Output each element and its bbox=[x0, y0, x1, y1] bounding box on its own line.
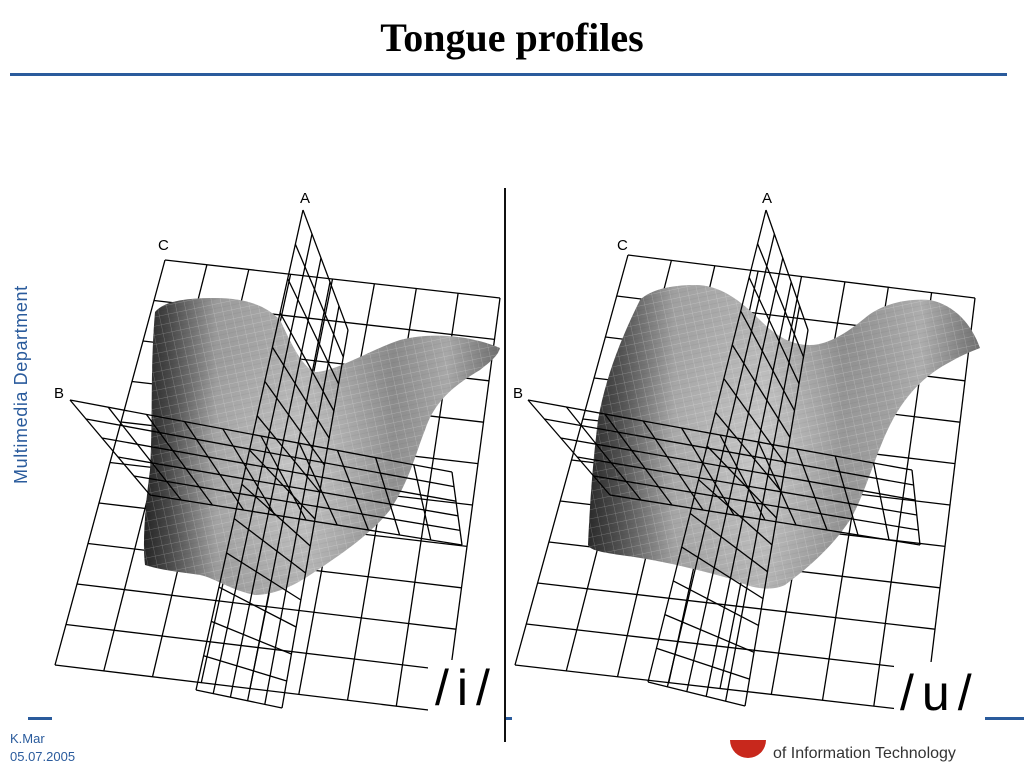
grid-line bbox=[911, 469, 921, 546]
plane-b-label: B bbox=[513, 385, 523, 402]
grid-line bbox=[69, 399, 453, 473]
grid-line bbox=[413, 464, 432, 541]
grid-line bbox=[69, 399, 151, 496]
grid-line bbox=[527, 399, 611, 496]
vowel-label-background bbox=[894, 662, 982, 718]
grid-line bbox=[117, 456, 459, 517]
grid-line bbox=[834, 455, 859, 536]
grid-line bbox=[681, 427, 735, 516]
grid-line bbox=[604, 413, 673, 506]
grid-line bbox=[264, 381, 325, 466]
grid-line bbox=[271, 346, 330, 439]
grid-line bbox=[740, 310, 796, 411]
plane-b-label: B bbox=[54, 385, 64, 402]
grid-line bbox=[719, 434, 766, 521]
grid-line bbox=[681, 546, 764, 600]
grid-line bbox=[872, 462, 890, 541]
grid-line bbox=[374, 457, 401, 536]
plane-c-label: C bbox=[158, 237, 169, 254]
grid-line bbox=[256, 415, 321, 493]
grid-line bbox=[796, 448, 828, 531]
grid-line bbox=[302, 209, 349, 331]
grid-line bbox=[107, 406, 182, 501]
plane-b-grid bbox=[527, 399, 921, 546]
footer-date: 05.07.2005 bbox=[10, 749, 76, 764]
grid-line bbox=[642, 420, 704, 511]
grid-line bbox=[294, 244, 344, 358]
grid-line bbox=[664, 614, 755, 653]
grid-line bbox=[593, 475, 919, 531]
surface-mesh bbox=[143, 298, 500, 595]
plane-a-grid bbox=[195, 209, 349, 709]
grid-line bbox=[537, 582, 936, 630]
department-side-label: Multimedia Department bbox=[11, 285, 31, 485]
footer-author: K.Mar bbox=[10, 731, 45, 746]
institution-name: of Information Technology bbox=[773, 745, 956, 762]
grid-line bbox=[514, 664, 926, 713]
grid-line bbox=[218, 586, 297, 628]
grid-line bbox=[85, 418, 455, 488]
grid-line bbox=[249, 449, 316, 520]
title-underline bbox=[10, 73, 1007, 76]
grid-line bbox=[222, 428, 276, 516]
slide-title: Tongue profiles bbox=[380, 15, 644, 60]
plane-b-grid bbox=[69, 399, 463, 546]
grid-line bbox=[756, 243, 805, 358]
grid-line bbox=[195, 689, 283, 709]
grid-line bbox=[565, 406, 642, 501]
grid-line bbox=[689, 512, 768, 573]
plane-a-grid bbox=[647, 209, 809, 707]
grid-line bbox=[627, 254, 976, 299]
grid-line bbox=[748, 277, 800, 384]
grid-line bbox=[757, 441, 797, 526]
grid-line bbox=[298, 442, 338, 526]
tongue-figure-u: A C B /u/ bbox=[512, 185, 985, 742]
plane-a-label: A bbox=[300, 190, 310, 207]
grid-line bbox=[149, 494, 463, 546]
grid-line bbox=[544, 418, 914, 486]
plane-c-label: C bbox=[617, 237, 628, 254]
grid-line bbox=[184, 421, 245, 511]
vowel-label-u: /u/ bbox=[900, 665, 980, 721]
grid-line bbox=[101, 437, 457, 502]
grid-line bbox=[706, 445, 777, 519]
grid-line bbox=[226, 552, 302, 601]
grid-line bbox=[656, 647, 750, 680]
grid-line bbox=[203, 655, 287, 682]
grid-line bbox=[279, 312, 335, 412]
grid-line bbox=[233, 518, 306, 574]
grid-line bbox=[714, 411, 782, 492]
plane-a-label: A bbox=[762, 190, 772, 207]
grid-line bbox=[731, 344, 791, 438]
institution-logo-icon bbox=[730, 740, 766, 758]
grid-line bbox=[451, 471, 463, 546]
tongue-figure-i: A C B /i/ bbox=[52, 185, 504, 742]
grid-line bbox=[260, 435, 307, 521]
vowel-label-background bbox=[428, 660, 500, 714]
grid-line bbox=[211, 620, 292, 655]
grid-line bbox=[765, 209, 809, 331]
grid-line bbox=[336, 450, 370, 531]
grid-line bbox=[723, 378, 787, 465]
figure-divider bbox=[504, 188, 506, 742]
grid-line bbox=[527, 399, 913, 471]
grid-line bbox=[145, 414, 213, 506]
grid-line bbox=[287, 278, 340, 385]
grid-line bbox=[698, 479, 773, 546]
grid-line bbox=[672, 580, 759, 626]
grid-line bbox=[560, 437, 916, 501]
grid-line bbox=[164, 259, 501, 299]
vowel-label-i: /i/ bbox=[435, 660, 498, 716]
grid-line bbox=[133, 475, 461, 532]
grid-line bbox=[526, 623, 931, 672]
grid-line bbox=[609, 494, 921, 546]
grid-line bbox=[647, 681, 746, 707]
grid-line bbox=[577, 456, 917, 516]
